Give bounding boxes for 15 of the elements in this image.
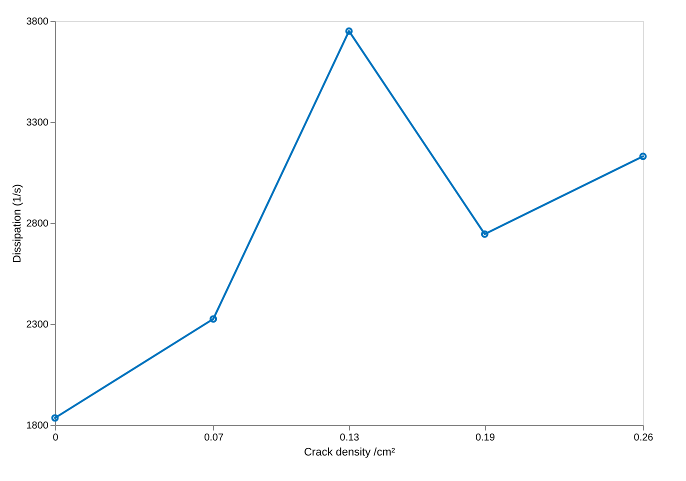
x-tick-label: 0.19 <box>475 432 496 444</box>
point <box>210 315 218 323</box>
x-tick-label: 0.13 <box>340 432 360 444</box>
y-tick-label: 2300 <box>26 320 49 330</box>
y-tick-label: 2800 <box>26 218 49 230</box>
x-tick-label: 0.26 <box>634 432 654 444</box>
x-axis-title: Crack density /cm² <box>304 446 396 458</box>
y-tick-label: 3800 <box>26 16 49 28</box>
x-tick-label: 0 <box>52 432 59 444</box>
point <box>345 27 353 35</box>
y-axis-title: Dissipation (1/s) <box>11 184 24 263</box>
point <box>480 230 488 238</box>
y-tick-label: 1800 <box>26 420 49 432</box>
y-tick-label: 3300 <box>26 118 49 128</box>
x-tick-label: 0.07 <box>204 432 224 444</box>
